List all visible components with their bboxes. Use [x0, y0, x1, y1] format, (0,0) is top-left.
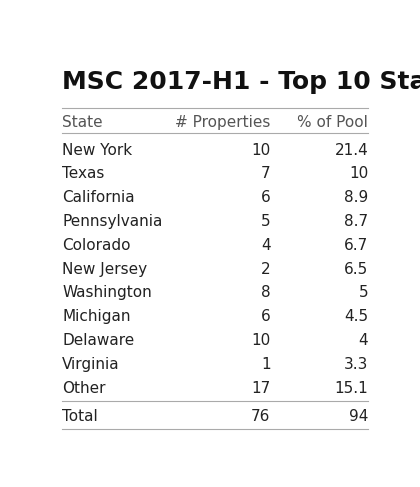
Text: 8.7: 8.7: [344, 214, 368, 229]
Text: 5: 5: [261, 214, 270, 229]
Text: 5: 5: [359, 285, 368, 300]
Text: MSC 2017-H1 - Top 10 States: MSC 2017-H1 - Top 10 States: [62, 70, 420, 94]
Text: 10: 10: [251, 143, 270, 158]
Text: 10: 10: [349, 167, 368, 182]
Text: 7: 7: [261, 167, 270, 182]
Text: Virginia: Virginia: [62, 357, 120, 372]
Text: New York: New York: [62, 143, 132, 158]
Text: 4: 4: [261, 238, 270, 253]
Text: # Properties: # Properties: [175, 115, 270, 130]
Text: 2: 2: [261, 262, 270, 277]
Text: 15.1: 15.1: [334, 381, 368, 396]
Text: Delaware: Delaware: [62, 333, 134, 348]
Text: State: State: [62, 115, 103, 130]
Text: Pennsylvania: Pennsylvania: [62, 214, 163, 229]
Text: Total: Total: [62, 409, 98, 424]
Text: Colorado: Colorado: [62, 238, 131, 253]
Text: 4.5: 4.5: [344, 309, 368, 324]
Text: Other: Other: [62, 381, 106, 396]
Text: 6.7: 6.7: [344, 238, 368, 253]
Text: 8: 8: [261, 285, 270, 300]
Text: 1: 1: [261, 357, 270, 372]
Text: California: California: [62, 190, 135, 205]
Text: 6: 6: [261, 309, 270, 324]
Text: Texas: Texas: [62, 167, 105, 182]
Text: 6.5: 6.5: [344, 262, 368, 277]
Text: New Jersey: New Jersey: [62, 262, 147, 277]
Text: 76: 76: [251, 409, 270, 424]
Text: Michigan: Michigan: [62, 309, 131, 324]
Text: 3.3: 3.3: [344, 357, 368, 372]
Text: 6: 6: [261, 190, 270, 205]
Text: % of Pool: % of Pool: [297, 115, 368, 130]
Text: 8.9: 8.9: [344, 190, 368, 205]
Text: 17: 17: [251, 381, 270, 396]
Text: 4: 4: [359, 333, 368, 348]
Text: 21.4: 21.4: [334, 143, 368, 158]
Text: 10: 10: [251, 333, 270, 348]
Text: Washington: Washington: [62, 285, 152, 300]
Text: 94: 94: [349, 409, 368, 424]
